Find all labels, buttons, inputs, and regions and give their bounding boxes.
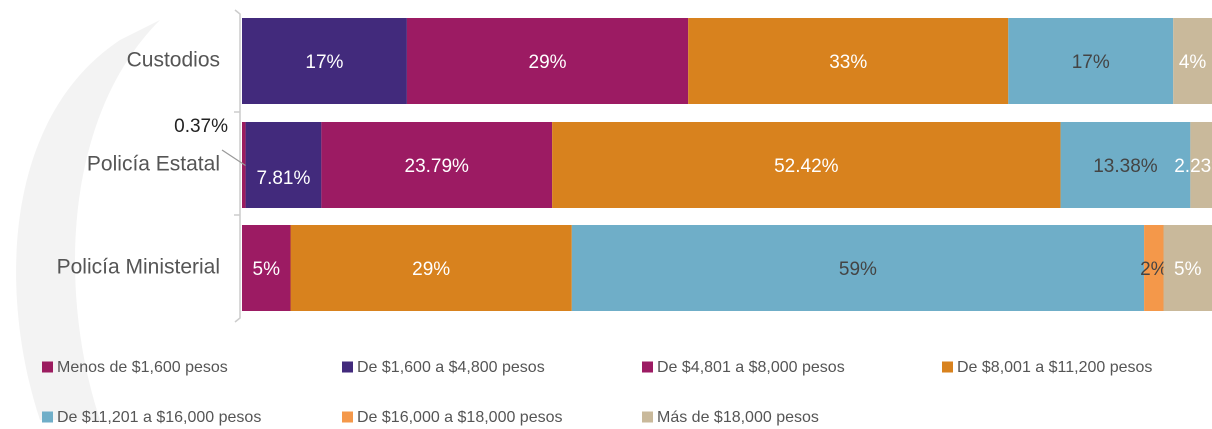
legend-label: De $8,001 a $11,200 pesos bbox=[957, 359, 1152, 376]
bar-segment bbox=[1008, 18, 1174, 104]
value-label: 29% bbox=[529, 52, 567, 73]
leader-line bbox=[221, 149, 249, 168]
value-label: 5% bbox=[1174, 259, 1202, 280]
background-swoosh bbox=[16, 20, 161, 420]
value-label: 5% bbox=[253, 259, 281, 280]
legend-label: De $1,600 a $4,800 pesos bbox=[357, 359, 545, 376]
legend-swatch bbox=[642, 411, 653, 423]
value-label: 0.37% bbox=[174, 116, 228, 137]
category-label: Custodios bbox=[127, 49, 220, 72]
value-label: 29% bbox=[412, 259, 450, 280]
legend-swatch bbox=[342, 361, 353, 373]
legend-label: De $16,000 a $18,000 pesos bbox=[357, 409, 563, 426]
bar-segment bbox=[242, 225, 291, 311]
bar-segment bbox=[1060, 122, 1191, 208]
value-label: 33% bbox=[829, 52, 867, 73]
bar-segment bbox=[245, 122, 322, 208]
bar-segment bbox=[571, 225, 1145, 311]
value-label: 13.38% bbox=[1093, 156, 1158, 177]
legend-swatch bbox=[342, 411, 353, 423]
value-label: 2.23% bbox=[1174, 156, 1212, 177]
bar-segment bbox=[406, 18, 689, 104]
value-label: 2% bbox=[1140, 259, 1168, 280]
value-label: 52.42% bbox=[774, 156, 839, 177]
legend-swatch bbox=[642, 361, 653, 373]
value-label: 4% bbox=[1179, 52, 1207, 73]
category-label: Policía Estatal bbox=[87, 153, 220, 176]
value-label: 17% bbox=[305, 52, 343, 73]
legend-label: De $4,801 a $8,000 pesos bbox=[657, 359, 845, 376]
bar-segment bbox=[688, 18, 1009, 104]
legend-label: Más de $18,000 pesos bbox=[657, 409, 819, 426]
value-label: 7.81% bbox=[257, 168, 311, 189]
legend-swatch bbox=[42, 361, 53, 373]
value-label: 23.79% bbox=[405, 156, 470, 177]
bar-segment bbox=[1173, 18, 1212, 104]
category-label: Policía Ministerial bbox=[57, 256, 220, 279]
value-label: 17% bbox=[1072, 52, 1110, 73]
bar-segment bbox=[1163, 225, 1212, 311]
bar-segment bbox=[1190, 122, 1212, 208]
bar-segment bbox=[1144, 225, 1164, 311]
legend-swatch bbox=[42, 411, 53, 423]
category-bracket bbox=[234, 9, 241, 323]
legend-label: De $11,201 a $16,000 pesos bbox=[57, 409, 261, 426]
bar-segment bbox=[321, 122, 553, 208]
value-label: 59% bbox=[839, 259, 877, 280]
bar-segment bbox=[552, 122, 1061, 208]
bar-segment bbox=[242, 18, 407, 104]
legend-label: Menos de $1,600 pesos bbox=[57, 359, 228, 376]
legend-swatch bbox=[942, 361, 953, 373]
bar-segment bbox=[290, 225, 572, 311]
